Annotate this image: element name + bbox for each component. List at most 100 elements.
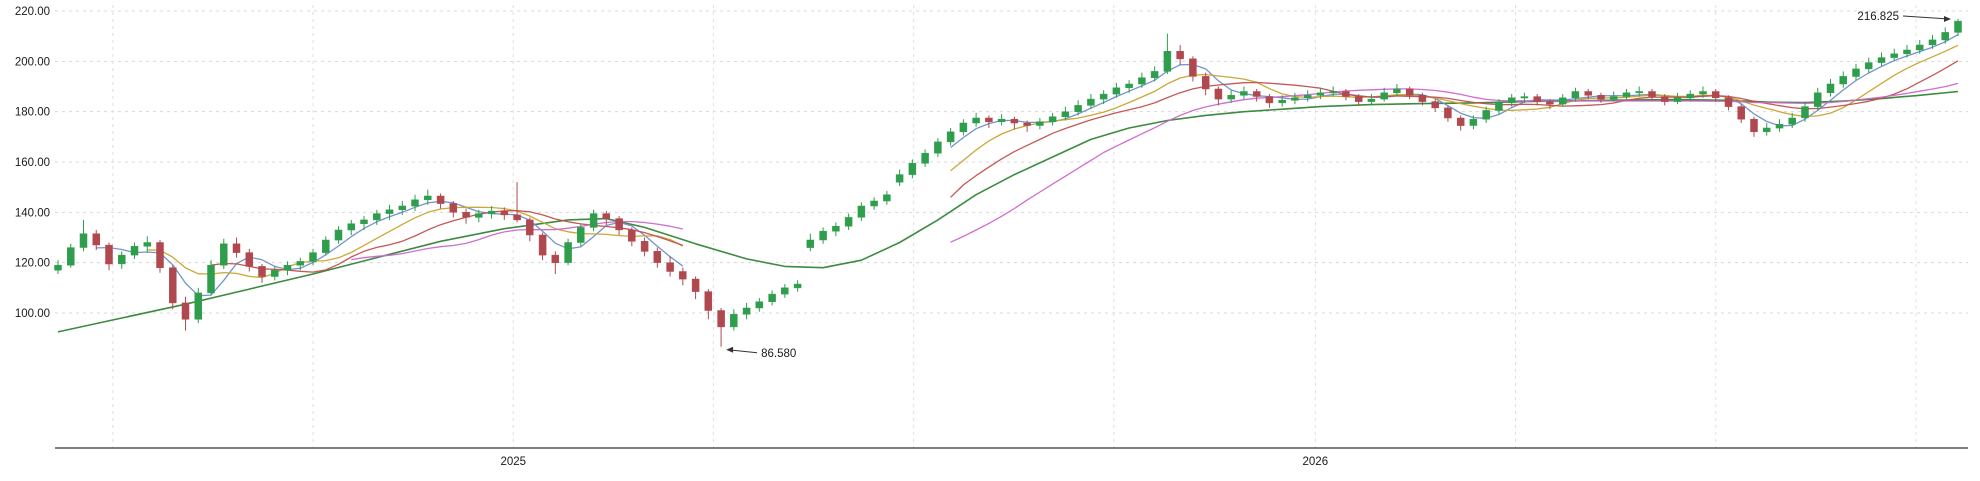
ma-medium xyxy=(147,206,684,279)
y-axis-label: 160.00 xyxy=(15,157,50,169)
candle-up xyxy=(1686,93,1694,99)
candle-down xyxy=(258,266,266,277)
candle-up xyxy=(283,264,292,271)
candle-up xyxy=(895,174,904,183)
candle-up xyxy=(921,152,929,164)
y-axis-label: 180.00 xyxy=(15,107,50,119)
candle-down xyxy=(628,229,636,242)
candle-up xyxy=(1150,71,1159,78)
candle-down xyxy=(1456,117,1465,126)
candle-up xyxy=(1852,68,1860,77)
candle-down xyxy=(500,210,509,216)
candle-down xyxy=(92,233,101,246)
candle-up xyxy=(997,118,1006,122)
candle-up xyxy=(1087,98,1095,106)
candle-up xyxy=(1801,106,1809,119)
candle-up xyxy=(54,264,62,271)
candle-up xyxy=(475,213,483,218)
candle-up xyxy=(360,219,368,224)
candle-up xyxy=(1826,83,1835,94)
candle-up xyxy=(1864,62,1873,70)
candle-up xyxy=(908,163,917,175)
candle-up xyxy=(1125,83,1133,89)
candle-up xyxy=(67,247,75,266)
candle-up xyxy=(1393,88,1401,94)
candle-up xyxy=(1291,97,1299,101)
candle-up xyxy=(385,209,394,214)
candle-down xyxy=(462,212,470,218)
candle-up xyxy=(832,225,840,232)
candle-up xyxy=(271,269,279,277)
y-axis-label: 200.00 xyxy=(15,56,50,68)
candle-down xyxy=(1444,107,1452,119)
candle-up xyxy=(1915,44,1924,51)
candle-up xyxy=(959,122,968,133)
candle-up xyxy=(819,230,827,241)
candle-down xyxy=(717,310,725,328)
candle-down xyxy=(640,241,649,252)
candle-up xyxy=(1558,97,1567,105)
candle-up xyxy=(742,307,751,315)
candle-down xyxy=(538,234,547,256)
candle-up xyxy=(347,223,356,231)
candle-up xyxy=(118,254,126,265)
candle-up xyxy=(1877,57,1886,63)
candle-down xyxy=(169,267,177,304)
candle-up xyxy=(1507,97,1516,104)
candle-up xyxy=(883,194,891,202)
candle-up xyxy=(1278,100,1286,104)
candle-up xyxy=(946,131,955,143)
candle-up xyxy=(1775,124,1784,129)
candle-down xyxy=(1584,91,1592,96)
candle-down xyxy=(985,117,993,123)
candle-up xyxy=(806,239,815,248)
candle-up xyxy=(1839,76,1847,85)
candle-down xyxy=(1737,106,1745,120)
y-axis-label: 220.00 xyxy=(15,6,50,18)
candle-down xyxy=(615,218,623,231)
candle-down xyxy=(1354,96,1363,102)
candle-down xyxy=(1711,91,1720,99)
moving-average-overlays xyxy=(96,34,1959,297)
candle-down xyxy=(105,244,113,265)
candle-up xyxy=(1329,91,1337,94)
candle-down xyxy=(1431,101,1439,109)
y-axis-label: 140.00 xyxy=(15,207,50,219)
candle-up xyxy=(1762,127,1771,133)
ma-slow xyxy=(950,60,1959,198)
candle-up xyxy=(424,195,432,201)
candle-down xyxy=(1214,88,1223,100)
candle-up xyxy=(296,261,305,266)
candle-down xyxy=(232,243,241,253)
candle-up xyxy=(1571,91,1580,99)
candle-up xyxy=(411,199,419,207)
candle-up xyxy=(1903,49,1911,55)
candle-up xyxy=(1928,39,1937,46)
x-axis-label: 2025 xyxy=(500,456,526,468)
candle-down xyxy=(1252,91,1261,97)
candle-down xyxy=(1597,95,1605,100)
candle-up xyxy=(1954,20,1962,33)
candle-up xyxy=(1138,77,1146,85)
candle-down xyxy=(1660,96,1669,102)
candle-down xyxy=(1724,97,1733,107)
candle-up xyxy=(1635,91,1643,94)
candle-down xyxy=(1533,96,1541,102)
candle-down xyxy=(513,214,521,221)
candle-down xyxy=(1265,96,1274,104)
ma-fast xyxy=(950,34,1959,149)
ma-slower xyxy=(950,82,1959,243)
candle-up xyxy=(934,141,942,154)
x-axis-label: 2026 xyxy=(1303,456,1329,468)
candles-layer xyxy=(54,18,1962,347)
price-annotation: 86.580 xyxy=(761,348,796,360)
candle-up xyxy=(781,287,789,295)
candle-down xyxy=(181,302,190,320)
candle-down xyxy=(449,203,458,213)
candle-up xyxy=(194,292,203,320)
candle-down xyxy=(245,252,254,267)
candle-up xyxy=(1469,118,1478,126)
candle-up xyxy=(1890,53,1898,58)
